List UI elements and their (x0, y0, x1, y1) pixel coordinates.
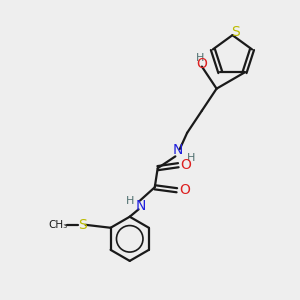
Text: S: S (78, 218, 86, 232)
Text: O: O (196, 57, 207, 70)
Text: S: S (232, 25, 240, 39)
Text: N: N (173, 143, 184, 158)
Text: H: H (196, 53, 205, 63)
Text: N: N (136, 199, 146, 213)
Text: O: O (179, 183, 190, 197)
Text: O: O (180, 158, 191, 172)
Text: H: H (188, 153, 196, 163)
Text: CH₃: CH₃ (49, 220, 68, 230)
Text: H: H (125, 196, 134, 206)
